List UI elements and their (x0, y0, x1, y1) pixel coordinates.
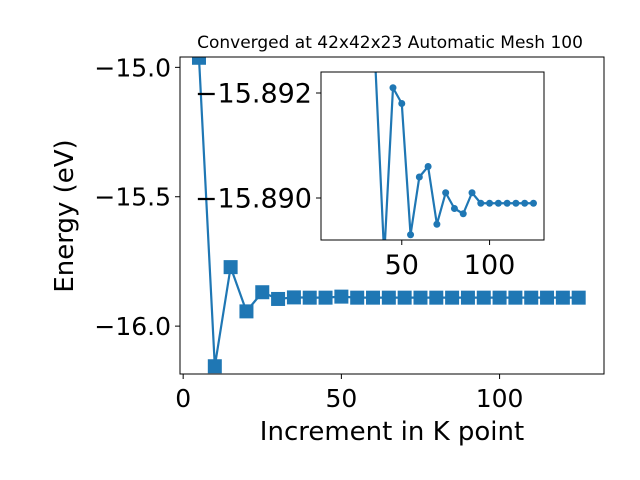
inset-background (321, 72, 544, 240)
main-plot-area (191, 57, 586, 374)
main-y-tick-label: −15.0 (94, 53, 171, 82)
main-data-point (239, 304, 254, 319)
main-x-tick-label: 100 (476, 384, 524, 413)
x-axis-label: Increment in K point (260, 417, 524, 447)
main-data-point (476, 290, 491, 305)
inset-plot-area (374, 72, 537, 240)
inset-x-ticks: 50 100 (385, 240, 516, 281)
inset-y-tick-label: −15.890 (195, 184, 312, 215)
inset-data-point (459, 210, 467, 218)
inset-data-point (398, 100, 406, 107)
main-data-point (318, 290, 333, 305)
main-data-point (271, 291, 286, 306)
main-data-point (445, 290, 460, 305)
inset-data-point (468, 189, 476, 197)
main-y-tick-label: −15.5 (94, 183, 171, 212)
main-data-point (286, 290, 301, 305)
main-series-group (191, 57, 586, 374)
inset-y-tick-label: −15.892 (195, 79, 312, 110)
inset-data-point (415, 173, 423, 181)
main-chart: Converged at 42x42x23 Automatic Mesh 100… (50, 33, 605, 447)
main-data-point (460, 290, 475, 305)
main-data-point (302, 290, 317, 305)
chart-title: Converged at 42x42x23 Automatic Mesh 100 (197, 33, 583, 53)
inset-data-point (389, 84, 397, 92)
main-data-point (413, 290, 428, 305)
main-data-point (524, 290, 539, 305)
main-data-point (540, 290, 555, 305)
inset-axes-frame (320, 71, 545, 241)
main-y-tick-label: −16.0 (94, 312, 171, 341)
inset-data-point (494, 199, 502, 207)
main-axes-frame (179, 56, 605, 375)
inset-data-point (477, 199, 485, 207)
main-data-point (429, 290, 444, 305)
main-data-point (508, 290, 523, 305)
main-data-point (555, 290, 570, 305)
inset-x-tick-label: 50 (385, 250, 419, 281)
main-data-point (350, 290, 365, 305)
main-data-point (492, 290, 507, 305)
main-data-point (366, 290, 381, 305)
inset-data-point (529, 199, 537, 207)
inset-data-point (407, 231, 415, 239)
inset-data-point (424, 163, 432, 170)
main-data-point (571, 290, 586, 305)
inset-data-point (521, 199, 529, 207)
main-y-ticks: −16.0 −15.5 −15.0 (94, 53, 180, 341)
inset-chart: 50 100 −15.892 −15.890 (195, 71, 545, 281)
inset-y-ticks: −15.892 −15.890 (195, 79, 321, 215)
main-x-ticks: 0 50 100 (175, 374, 523, 413)
main-data-point (223, 260, 238, 275)
main-data-point (381, 290, 396, 305)
inset-data-point (486, 199, 494, 207)
inset-data-point (503, 199, 511, 207)
inset-series-group (374, 72, 537, 240)
main-x-tick-label: 50 (325, 384, 357, 413)
main-data-point (397, 290, 412, 305)
main-x-tick-label: 0 (175, 384, 191, 413)
main-data-point (191, 57, 206, 65)
main-data-point (207, 359, 222, 374)
inset-x-tick-label: 100 (464, 250, 516, 281)
main-data-point (334, 289, 349, 304)
inset-data-point (512, 199, 520, 207)
main-data-point (255, 285, 270, 300)
inset-data-point (433, 220, 441, 228)
y-axis-label: Energy (eV) (50, 139, 80, 292)
inset-data-point (442, 189, 450, 197)
inset-data-point (450, 205, 458, 212)
